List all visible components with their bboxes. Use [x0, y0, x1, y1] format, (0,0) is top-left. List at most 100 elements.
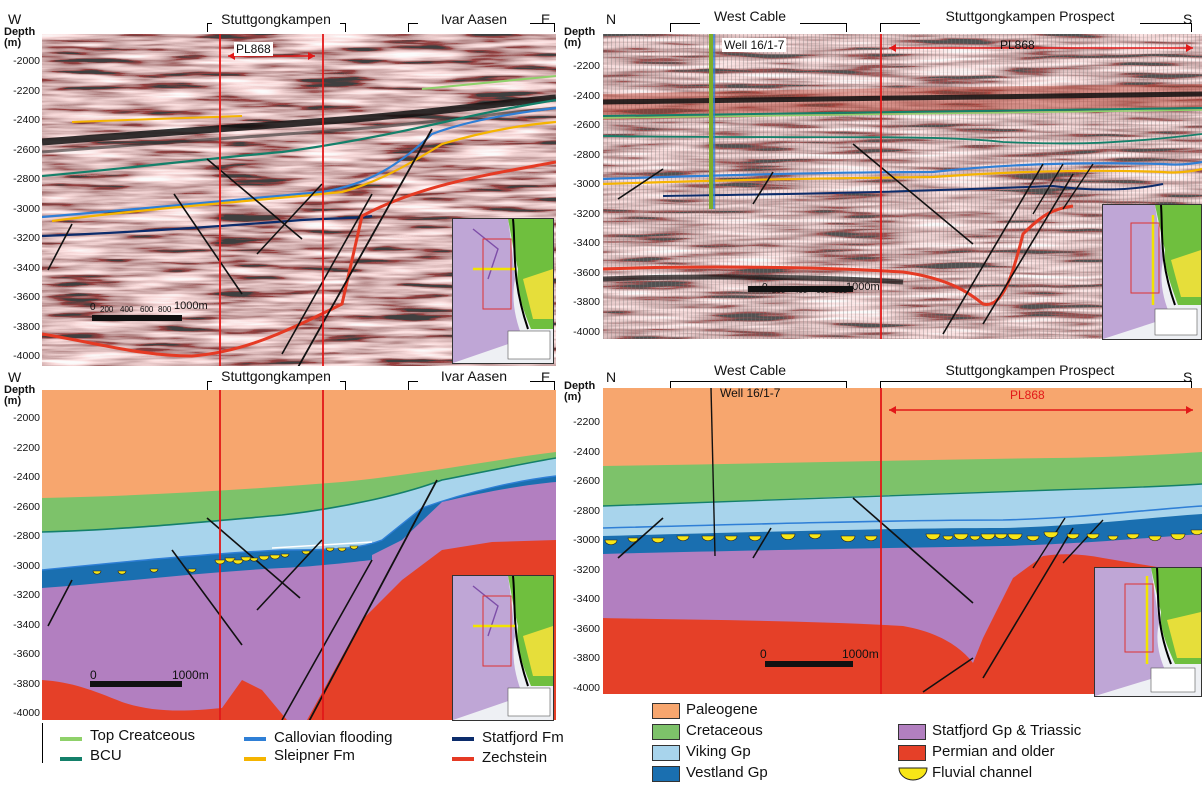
- legend-label-sleipner-fm: Sleipner Fm: [274, 747, 355, 764]
- fluvial-channel-icon: [1126, 533, 1140, 540]
- fluvial-channel-icon: [925, 533, 941, 540]
- legend-swatch-cretaceous: [652, 724, 680, 740]
- scale-label: 1000m: [842, 647, 879, 661]
- depth-tick-label: -3800: [13, 677, 40, 690]
- depth-tick-label: -2200: [573, 416, 600, 428]
- depth-tick-label: -2200: [13, 441, 40, 454]
- legend-label-callovian-flooding: Callovian flooding: [274, 729, 393, 746]
- bracket-label-west-cable: West Cable: [700, 8, 800, 24]
- legend-label-top-cretaceous: Top Creatceous: [90, 727, 196, 744]
- legend-label-statfjord-triassic: Statfjord Gp & Triassic: [932, 722, 1082, 739]
- seismic-image-n-s: [603, 34, 1202, 339]
- fluvial-channel-icon: [994, 533, 1008, 540]
- scale-tick-800: 800: [158, 305, 172, 314]
- bracket-stuttgongkampen-prospect: [880, 381, 1192, 390]
- well-label: Well 16/1-7: [720, 386, 781, 400]
- depth-tick-label: -2600: [13, 500, 40, 513]
- legend-swatch-bcu: [60, 757, 82, 761]
- scale-tick-200: 200: [100, 305, 114, 314]
- fluvial-channel-icon: [214, 559, 226, 565]
- bracket-label-ivar-aasen: Ivar Aasen: [418, 11, 530, 27]
- scale-label: 1000m: [172, 668, 209, 682]
- depth-tick-label: -3400: [573, 593, 600, 605]
- depth-axis-title: Depth (m): [564, 26, 596, 49]
- location-map-inset: [1102, 204, 1202, 340]
- scale-tick-600: 600: [816, 286, 830, 295]
- fluvial-channel-icon: [1086, 533, 1100, 540]
- fluvial-channel-icon: [240, 556, 252, 562]
- depth-tick-label: -3800: [573, 296, 600, 308]
- depth-tick-label: -2600: [573, 119, 600, 131]
- depth-tick-label: -2000: [13, 55, 40, 67]
- depth-tick-label: -2400: [13, 471, 40, 483]
- legend-label-paleogene: Paleogene: [686, 701, 758, 718]
- direction-west: W: [8, 369, 22, 385]
- depth-tick-label: -2800: [573, 504, 600, 517]
- legend-swatch-top-cretaceous: [60, 737, 82, 741]
- legend-swatch-zechstein: [452, 757, 474, 761]
- depth-axis-title: Depth (m): [564, 380, 596, 403]
- fluvial-channel-icon: [1066, 533, 1080, 540]
- depth-tick-label: -3000: [573, 534, 600, 546]
- fluvial-channel-icon: [149, 568, 159, 573]
- legend-label-vestland-gp: Vestland Gp: [686, 764, 768, 781]
- depth-tick-label: -4000: [13, 707, 40, 719]
- depth-tick-label: -2600: [13, 143, 40, 156]
- legend-swatch-paleogene: [652, 703, 680, 719]
- depth-tick-label: -3200: [573, 207, 600, 220]
- depth-tick-label: -3200: [13, 232, 40, 244]
- legend-swatch-viking-gp: [652, 745, 680, 761]
- fluvial-channel-icon: [249, 557, 259, 562]
- depth-tick-label: -2400: [573, 445, 600, 458]
- legend-divider: [42, 723, 43, 763]
- well-label: Well 16/1-7: [722, 38, 787, 52]
- fluvial-channel-icon: [325, 547, 335, 552]
- depth-tick-label: -3200: [13, 589, 40, 601]
- fluvial-channel-icon: [651, 537, 665, 544]
- fluvial-channel-icon: [676, 535, 690, 542]
- depth-tick-label: -3800: [573, 652, 600, 664]
- fluvial-channel-icon: [280, 553, 290, 558]
- direction-east: E: [541, 369, 551, 385]
- fluvial-channel-icon: [301, 550, 311, 555]
- depth-tick-label: -2800: [13, 530, 40, 542]
- location-map-inset: [452, 575, 554, 721]
- scale-start: 0: [90, 668, 97, 682]
- depth-tick-label: -3000: [573, 178, 600, 190]
- depth-tick-label: -3600: [13, 648, 40, 660]
- legend-swatch-statfjord-fm: [452, 737, 474, 741]
- fluvial-channel-icon: [1026, 535, 1040, 542]
- depth-tick-label: -3600: [573, 266, 600, 279]
- depth-tick-label: -3400: [13, 618, 40, 631]
- scale-tick-800: 800: [834, 286, 848, 295]
- legend-label-fluvial-channel: Fluvial channel: [932, 764, 1033, 781]
- depth-tick-label: -3200: [573, 563, 600, 576]
- fluvial-channel-icon: [780, 533, 796, 540]
- direction-south: S: [1183, 369, 1193, 385]
- scale-tick-400: 400: [120, 305, 134, 314]
- fluvial-channel-icon: [1170, 533, 1186, 540]
- depth-axis-title: Depth (m): [4, 26, 36, 49]
- depth-tick-label: -3400: [573, 237, 600, 249]
- fluvial-channel-icon: [1148, 535, 1162, 542]
- fluvial-channel-icon: [969, 535, 981, 541]
- depth-tick-label: -3600: [13, 291, 40, 303]
- depth-tick-label: -3000: [13, 559, 40, 572]
- depth-tick-label: -2400: [13, 114, 40, 126]
- bracket-label-stuttgongkampen-prospect: Stuttgongkampen Prospect: [920, 8, 1140, 24]
- depth-tick-label: -3000: [13, 202, 40, 215]
- bracket-label-stuttgongkampen-prospect: Stuttgongkampen Prospect: [920, 362, 1140, 378]
- bracket-west-cable: [670, 23, 847, 32]
- bracket-stuttgongkampen-prospect: [880, 23, 1192, 32]
- fluvial-channel-icon: [701, 535, 715, 542]
- bracket-west-cable: [670, 381, 847, 390]
- fluvial-channel-icon: [1007, 533, 1023, 540]
- legend-label-statfjord-fm: Statfjord Fm: [482, 729, 564, 746]
- scale-start: 0: [90, 302, 96, 313]
- direction-north: N: [606, 11, 617, 27]
- fluvial-channel-icon: [840, 535, 856, 542]
- depth-tick-label: -2800: [13, 173, 40, 185]
- scale-tick-600: 600: [140, 305, 154, 314]
- legend-swatch-sleipner-fm: [244, 757, 266, 761]
- fluvial-channel-icon: [1107, 535, 1119, 541]
